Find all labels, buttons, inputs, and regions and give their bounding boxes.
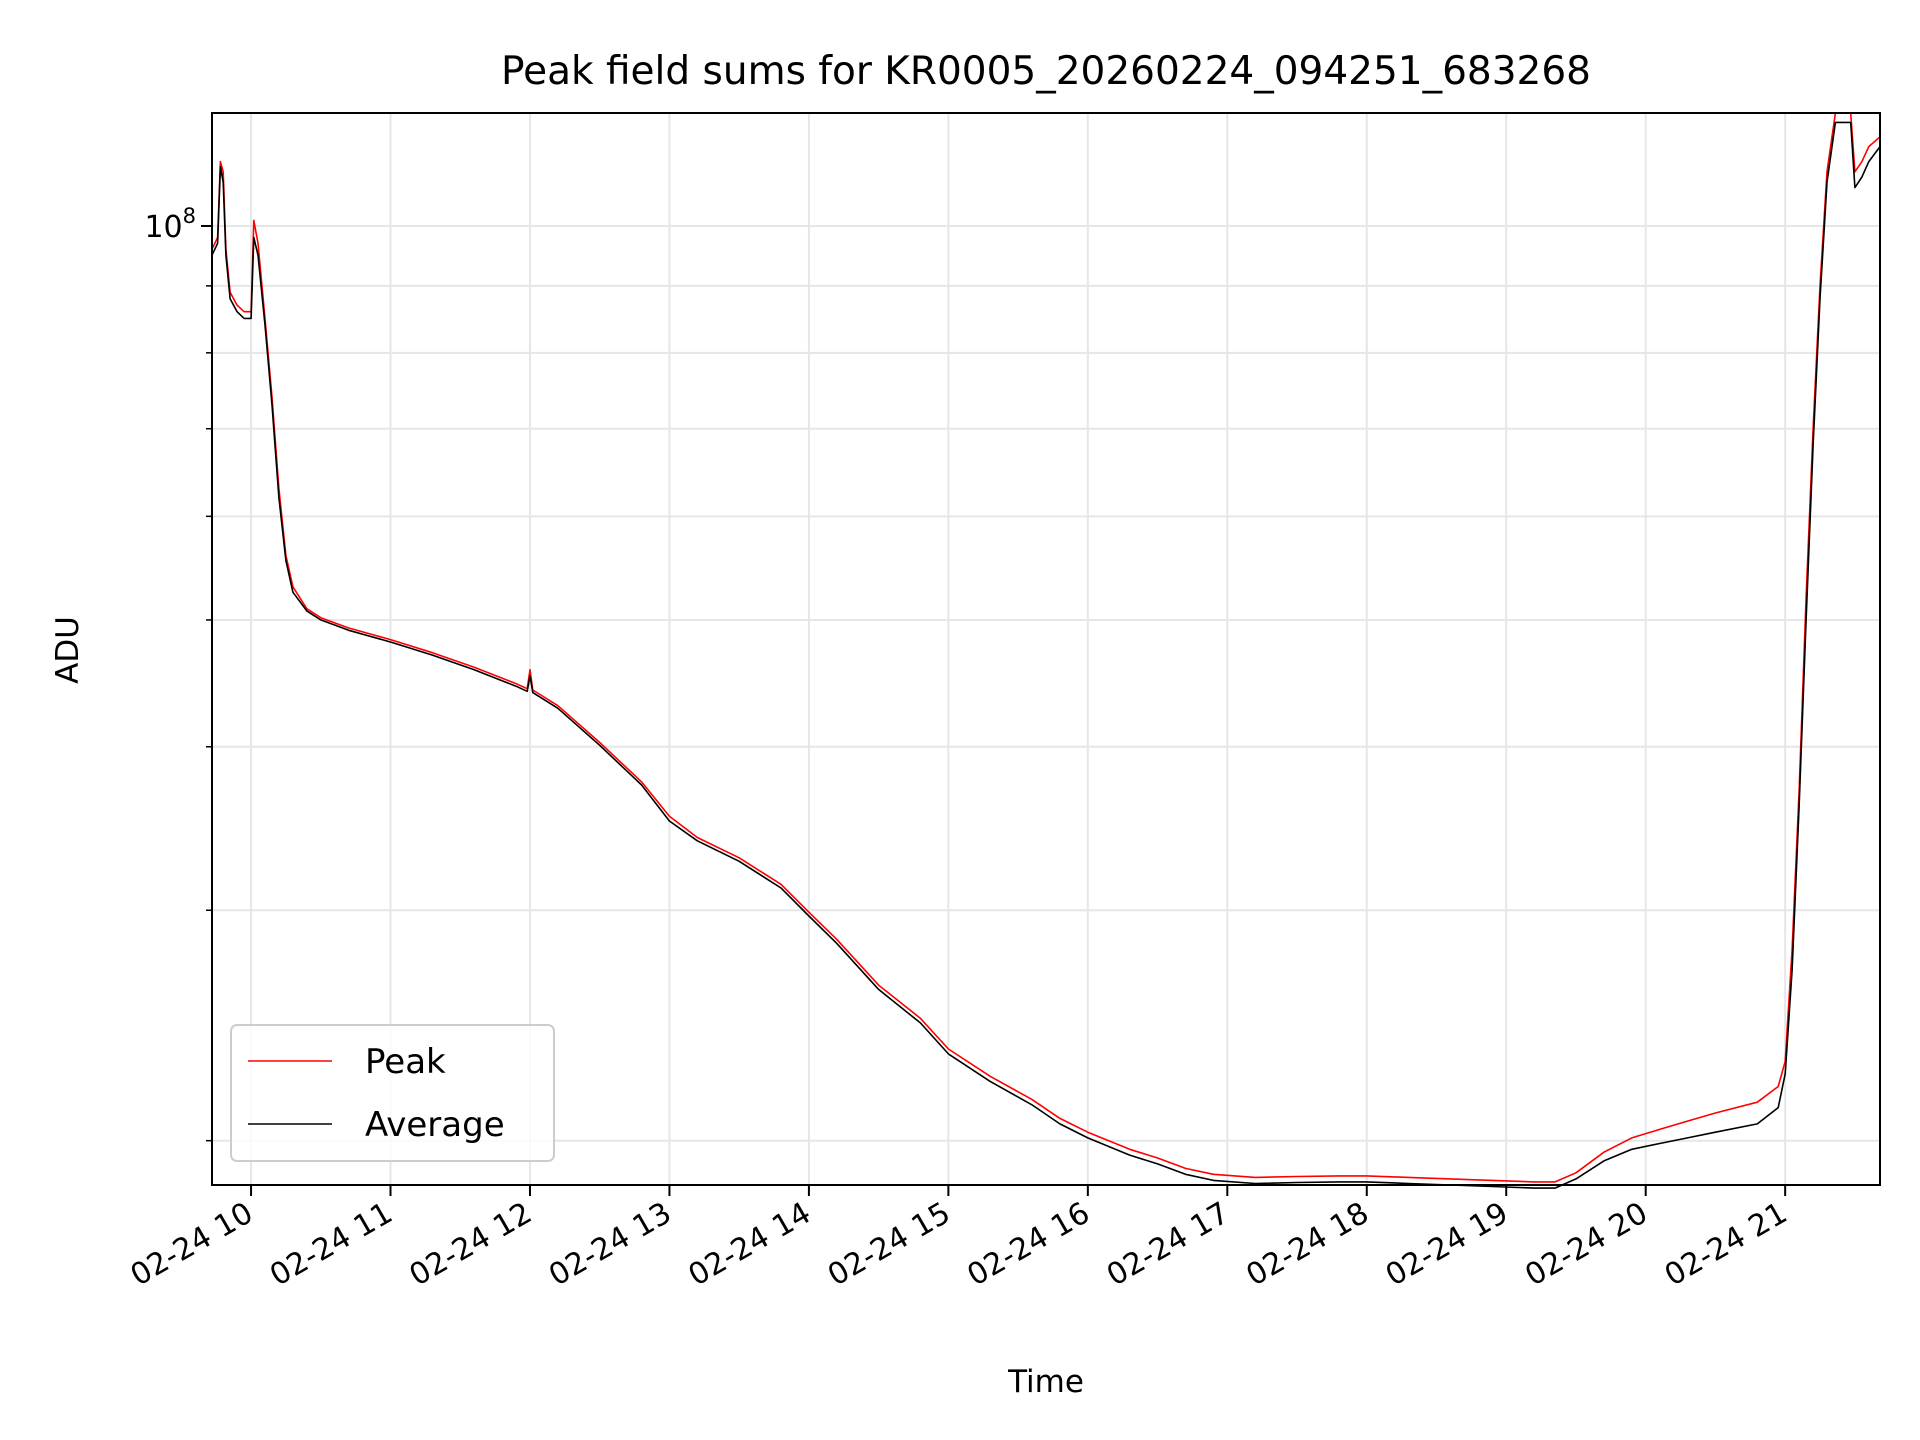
- legend-peak-label: Peak: [365, 1042, 446, 1082]
- grid-lines: [212, 113, 1880, 1185]
- legend-box: [230, 1024, 555, 1162]
- x-axis-title: Time: [1007, 1364, 1084, 1400]
- plot-area-frame: [211, 112, 1881, 1186]
- series-line-average: [211, 121, 1881, 1189]
- y-tick-label: 108: [144, 204, 196, 245]
- y-tick-label-base: 10: [144, 210, 182, 245]
- y-tick-label-exponent: 8: [183, 204, 196, 228]
- plot-series: [211, 112, 1881, 1189]
- legend-average-label: Average: [365, 1105, 505, 1145]
- chart-title: Peak field sums for KR0005_20260224_0942…: [501, 49, 1591, 94]
- legend: Peak Average: [230, 1024, 555, 1162]
- y-axis-title: ADU: [50, 616, 86, 684]
